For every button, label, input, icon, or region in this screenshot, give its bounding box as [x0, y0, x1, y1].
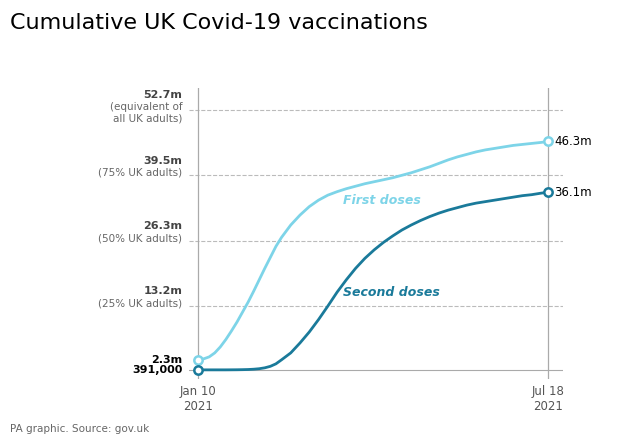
Text: 36.1m: 36.1m — [554, 186, 591, 199]
Text: 391,000: 391,000 — [132, 365, 182, 375]
Text: 46.3m: 46.3m — [554, 135, 591, 148]
Text: 13.2m: 13.2m — [143, 286, 182, 296]
Text: (25% UK adults): (25% UK adults) — [99, 298, 182, 308]
Text: First doses: First doses — [342, 194, 420, 207]
Text: Cumulative UK Covid-19 vaccinations: Cumulative UK Covid-19 vaccinations — [10, 13, 428, 33]
Text: (equivalent of
all UK adults): (equivalent of all UK adults) — [110, 102, 182, 123]
Text: (50% UK adults): (50% UK adults) — [99, 233, 182, 243]
Text: 26.3m: 26.3m — [143, 221, 182, 231]
Text: 52.7m: 52.7m — [143, 90, 182, 100]
Text: PA graphic. Source: gov.uk: PA graphic. Source: gov.uk — [10, 424, 149, 434]
Text: 39.5m: 39.5m — [143, 156, 182, 165]
Text: 2.3m: 2.3m — [151, 355, 182, 365]
Text: Second doses: Second doses — [342, 286, 440, 299]
Text: (75% UK adults): (75% UK adults) — [99, 167, 182, 177]
